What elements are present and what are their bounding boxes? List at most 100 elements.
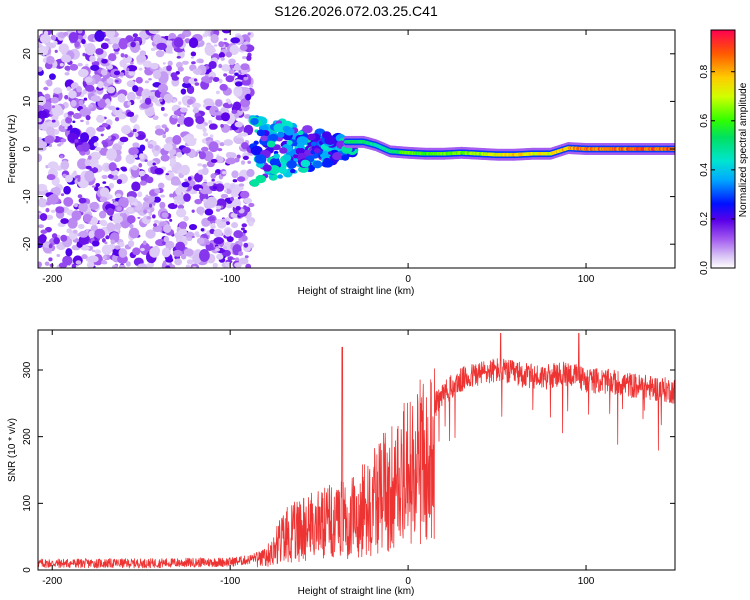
heatmap-cell (145, 194, 149, 199)
heatmap-cell (246, 168, 255, 178)
heatmap-cell (146, 262, 153, 268)
x-tick-label: -200 (42, 274, 62, 285)
heatmap-cell (117, 112, 127, 120)
heatmap-cell (50, 96, 59, 104)
heatmap-cell (184, 178, 188, 182)
x-tick-label: 100 (578, 274, 595, 285)
heatmap-cell (104, 241, 108, 245)
heatmap-cell (38, 183, 48, 192)
heatmap-cell (127, 132, 134, 138)
heatmap-cell (46, 55, 55, 65)
heatmap-cell (250, 118, 259, 125)
heatmap-cell (97, 57, 102, 63)
heatmap-cell (208, 119, 213, 125)
heatmap-cell (226, 236, 234, 243)
heatmap-cell (290, 168, 296, 174)
heatmap-cell (286, 160, 297, 169)
heatmap-cell (68, 32, 79, 43)
heatmap-cell (215, 99, 223, 107)
heatmap-cell (64, 65, 71, 71)
heatmap-cell (103, 255, 108, 260)
heatmap-cell (173, 115, 178, 119)
heatmap-cell (238, 251, 244, 257)
heatmap-cell (194, 82, 200, 86)
heatmap-cell (132, 247, 141, 256)
heatmap-cell (256, 129, 266, 137)
heatmap-cell (48, 257, 53, 262)
snr-x-axis-label: Height of straight line (km) (298, 586, 415, 597)
heatmap-cell (196, 237, 205, 245)
heatmap-cell (192, 265, 197, 268)
colorbar-tick-label: 0.8 (699, 64, 710, 78)
heatmap-cell (153, 219, 160, 224)
heatmap-cell (199, 249, 210, 262)
heatmap-cell (65, 248, 73, 257)
heatmap-cell (94, 186, 99, 192)
heatmap-cell (155, 124, 161, 129)
heatmap-cell (232, 186, 241, 196)
heatmap-cell (181, 181, 190, 188)
colorbar-tick-label: 0.4 (699, 162, 710, 176)
heatmap-cell (64, 174, 73, 183)
heatmap-cell (233, 86, 243, 98)
heatmap-cell (237, 176, 246, 182)
heatmap-cell (202, 132, 209, 137)
heatmap-cell (78, 234, 89, 245)
heatmap-cell (268, 173, 278, 181)
heatmap-cell (213, 228, 223, 238)
heatmap-cell (167, 60, 173, 66)
heatmap-cell (228, 69, 235, 75)
heatmap-cell (123, 197, 128, 201)
heatmap-cell (212, 76, 220, 82)
heatmap-cell (222, 245, 227, 250)
heatmap-cell (193, 107, 200, 114)
heatmap-cell (156, 42, 167, 51)
heatmap-cell (212, 186, 218, 190)
heatmap-cell (118, 264, 126, 268)
heatmap-cell (179, 107, 188, 113)
heatmap-cell (140, 247, 145, 252)
heatmap-cell (126, 80, 136, 88)
heatmap-cell (139, 144, 146, 152)
heatmap-cell (127, 240, 135, 248)
chart-title: S126.2026.072.03.25.C41 (274, 3, 438, 19)
heatmap-cell (278, 167, 288, 175)
heatmap-cell (118, 241, 125, 248)
heatmap-cell (216, 253, 224, 260)
heatmap-cell (72, 229, 78, 234)
heatmap-cell (198, 188, 202, 191)
heatmap-cell (134, 36, 142, 43)
heatmap-cell (77, 68, 89, 78)
heatmap-cell (131, 205, 135, 208)
heatmap-cell (86, 261, 95, 268)
heatmap-cell (283, 154, 292, 161)
heatmap-cell (240, 227, 245, 231)
heatmap-cell (45, 46, 50, 51)
heatmap-cell (161, 124, 168, 129)
heatmap-cell (85, 84, 95, 92)
heatmap-cell (68, 90, 77, 99)
heatmap-cell (65, 116, 73, 124)
heatmap-cell (38, 154, 41, 160)
heatmap-cell (244, 255, 249, 259)
heatmap-cell (203, 151, 214, 162)
heatmap-cell (147, 209, 151, 213)
heatmap-cell (116, 178, 123, 185)
heatmap-cell (165, 240, 175, 249)
heatmap-cell (115, 79, 119, 83)
heatmap-cell (331, 152, 343, 161)
heatmap-cell (91, 240, 100, 247)
heatmap-cell (231, 170, 239, 179)
heatmap-cell (94, 30, 105, 42)
heatmap-cell (243, 229, 247, 234)
heatmap-cell (208, 141, 219, 153)
heatmap-cell (177, 204, 185, 210)
heatmap-cell (115, 107, 120, 111)
heatmap-cell (75, 260, 82, 265)
heatmap-cell (221, 64, 231, 72)
heatmap-cell (237, 240, 243, 246)
heatmap-cell (126, 215, 136, 224)
heatmap-cell (74, 41, 80, 48)
heatmap-cell (238, 132, 243, 137)
heatmap-cell (77, 178, 81, 182)
